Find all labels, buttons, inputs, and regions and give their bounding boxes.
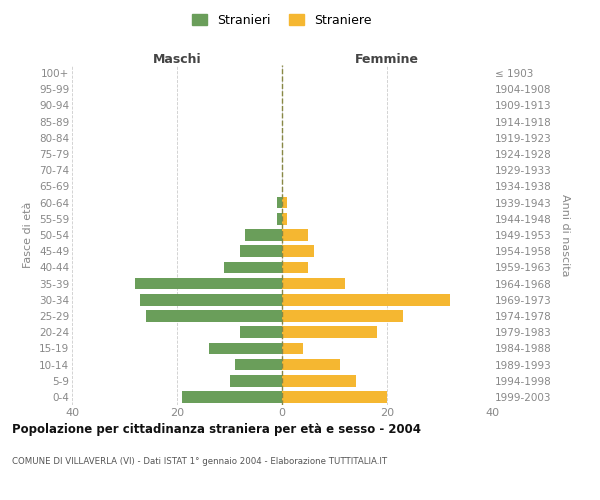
Bar	[224, 262, 282, 273]
Bar	[282, 213, 287, 224]
Bar	[282, 229, 308, 241]
Bar	[282, 310, 403, 322]
Bar	[245, 229, 282, 241]
Legend: Stranieri, Straniere: Stranieri, Straniere	[187, 8, 377, 32]
Bar	[229, 375, 282, 386]
Bar	[240, 246, 282, 257]
Bar	[282, 391, 387, 402]
Bar	[140, 294, 282, 306]
Bar	[277, 213, 282, 224]
Bar	[282, 262, 308, 273]
Bar	[282, 375, 355, 386]
Bar	[240, 326, 282, 338]
Y-axis label: Anni di nascita: Anni di nascita	[560, 194, 570, 276]
Bar	[182, 391, 282, 402]
Bar	[282, 197, 287, 208]
Bar	[146, 310, 282, 322]
Y-axis label: Fasce di età: Fasce di età	[23, 202, 34, 268]
Text: Maschi: Maschi	[152, 53, 202, 66]
Bar	[282, 342, 303, 354]
Bar	[209, 342, 282, 354]
Text: Popolazione per cittadinanza straniera per età e sesso - 2004: Popolazione per cittadinanza straniera p…	[12, 422, 421, 436]
Bar	[282, 358, 340, 370]
Text: Femmine: Femmine	[355, 53, 419, 66]
Bar	[282, 326, 377, 338]
Bar	[282, 246, 314, 257]
Bar	[235, 358, 282, 370]
Bar	[282, 294, 450, 306]
Text: COMUNE DI VILLAVERLA (VI) - Dati ISTAT 1° gennaio 2004 - Elaborazione TUTTITALIA: COMUNE DI VILLAVERLA (VI) - Dati ISTAT 1…	[12, 458, 387, 466]
Bar	[277, 197, 282, 208]
Bar	[135, 278, 282, 289]
Bar	[282, 278, 345, 289]
